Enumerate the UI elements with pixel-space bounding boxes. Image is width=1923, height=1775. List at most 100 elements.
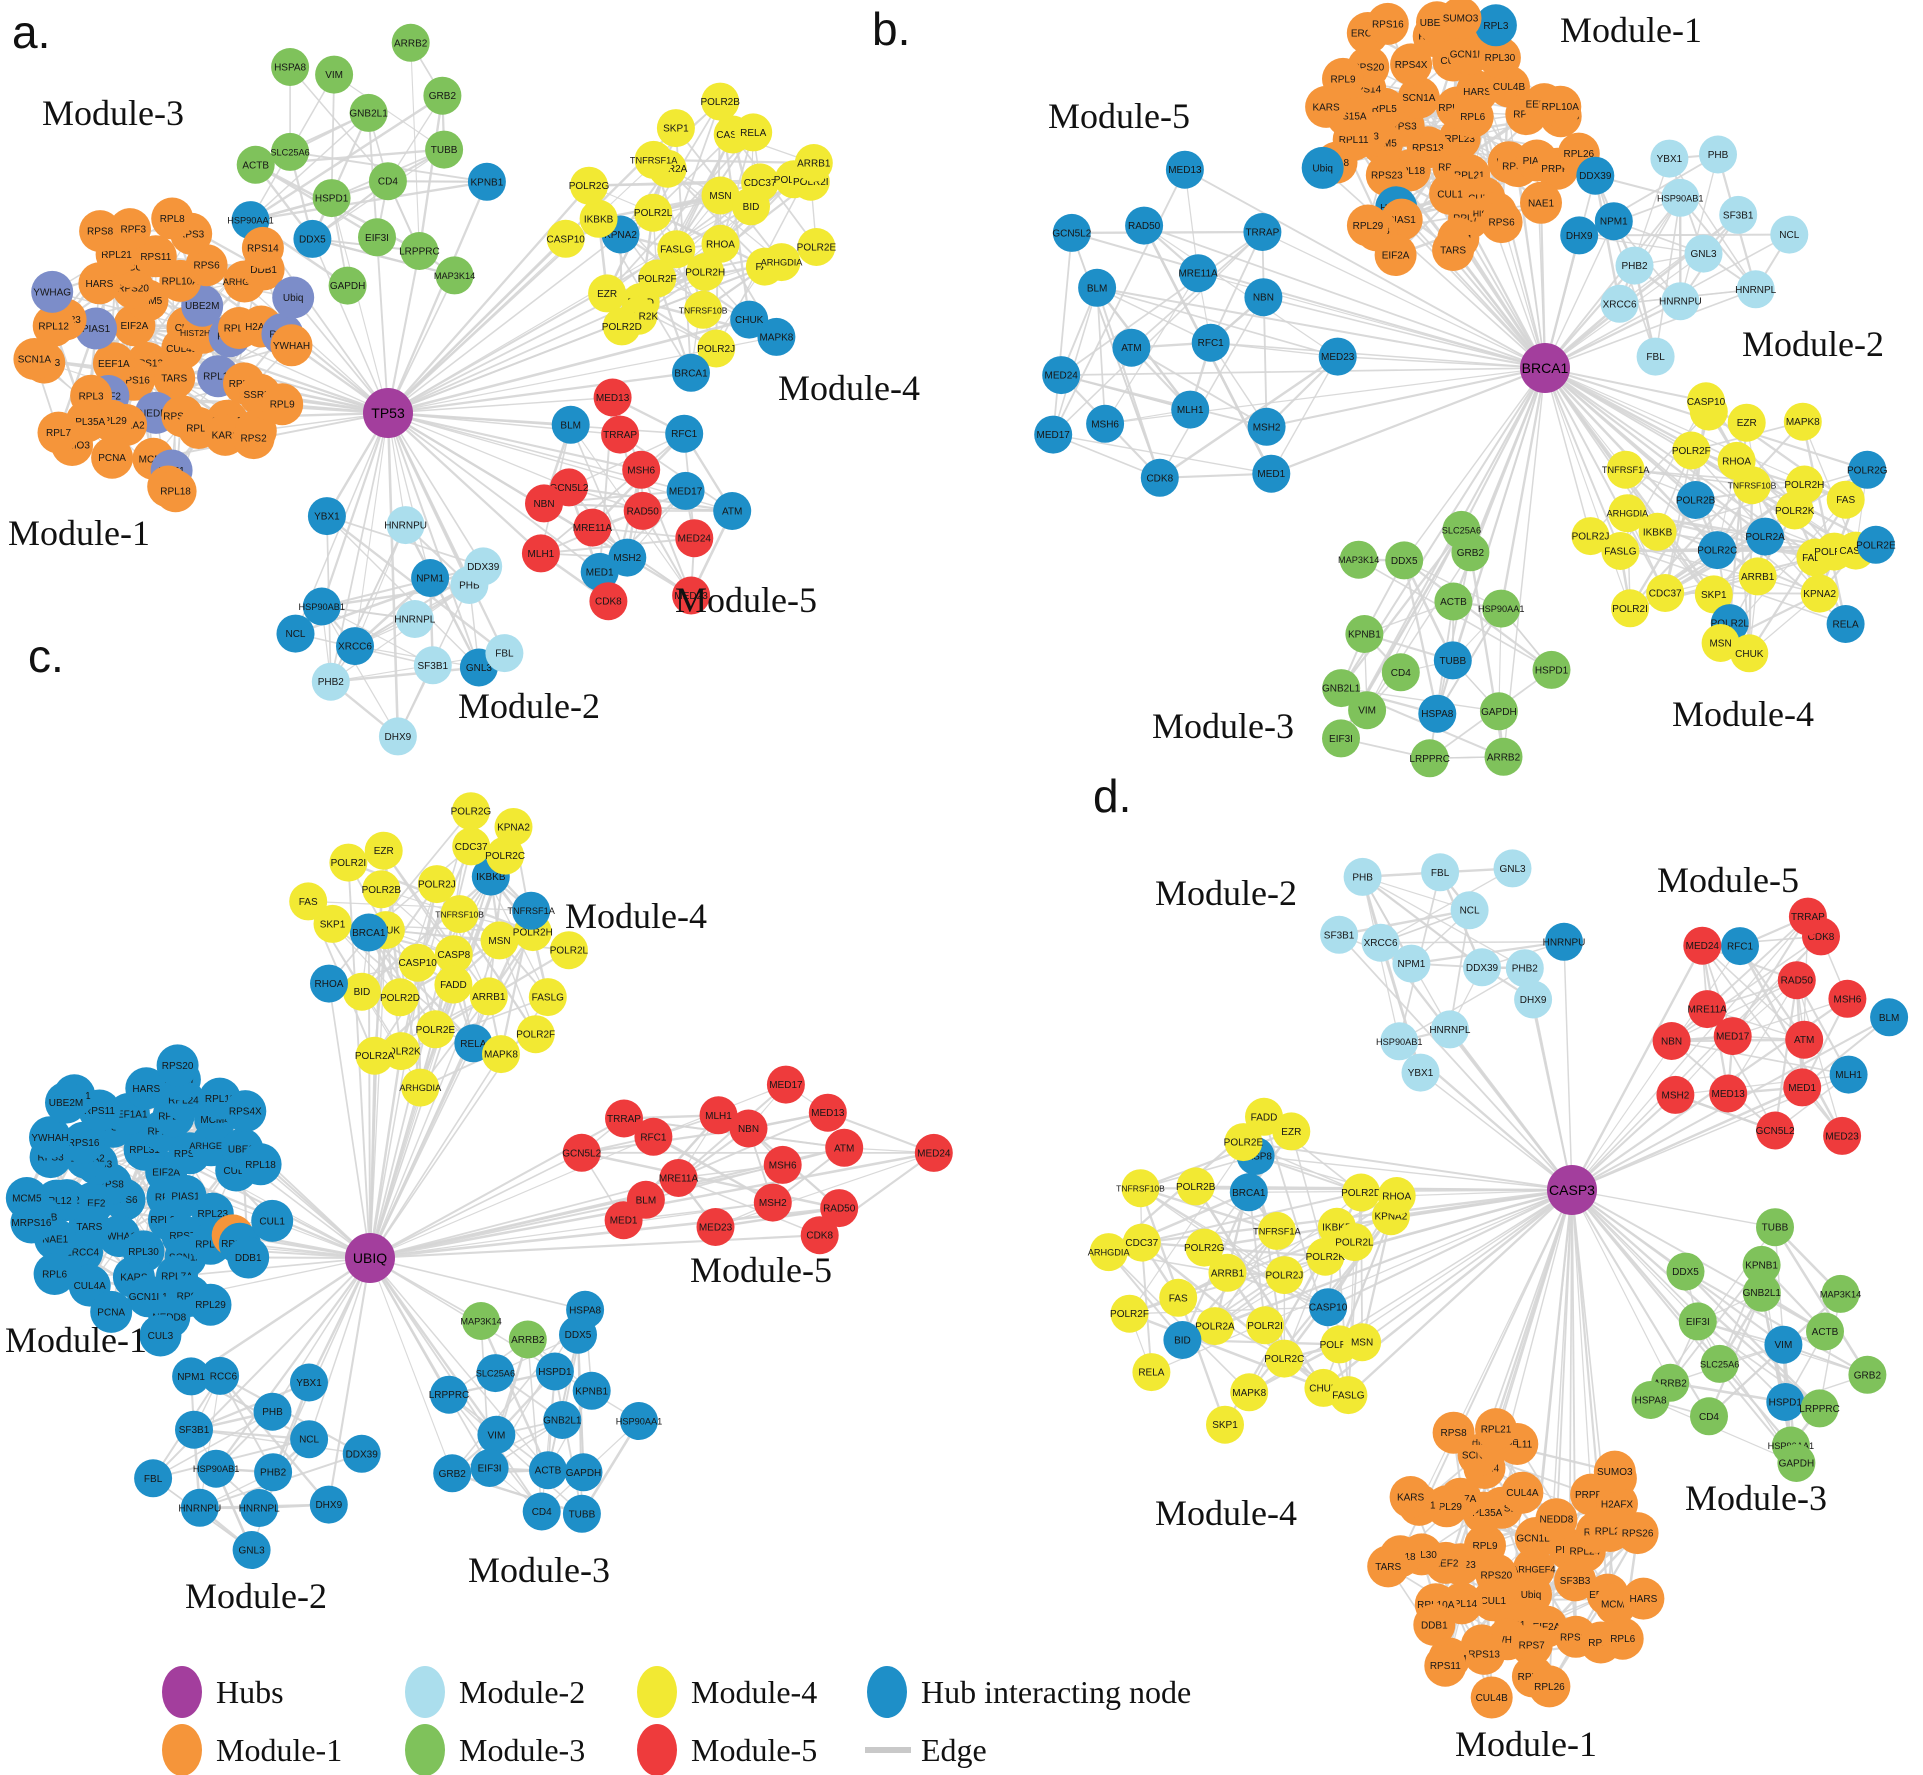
node-label-gnl3: GNL3 xyxy=(1690,249,1717,260)
node-label-rps13: RPS13 xyxy=(1468,1649,1500,1660)
node-arrb2: ARRB2 xyxy=(508,1320,547,1359)
node-label-casp10: CASP10 xyxy=(1687,397,1726,408)
node-label-pias1: PIAS1 xyxy=(171,1191,200,1202)
node-ncl: NCL xyxy=(290,1420,329,1459)
node-hspa8: HSPA8 xyxy=(566,1290,605,1329)
node-msn: MSN xyxy=(1343,1323,1382,1362)
node-tars: TARS xyxy=(153,357,196,400)
node-circle-ezr xyxy=(588,274,627,313)
node-tnfrsf10b: TNFRSF10B xyxy=(679,290,728,329)
node-label-tnfrsf1a: TNFRSF1A xyxy=(507,906,555,916)
node-med13: MED13 xyxy=(593,378,632,417)
node-label-polr2k: POLR2K xyxy=(381,1047,421,1058)
node-tnfrsf1a: TNFRSF1A xyxy=(1602,450,1650,489)
node-ezr: EZR xyxy=(1727,403,1766,442)
node-label-vim: VIM xyxy=(325,70,343,81)
node-circle-hsp90aa1 xyxy=(620,1402,658,1440)
edge xyxy=(1571,1086,1803,1192)
node-label-slc25a6: SLC25A6 xyxy=(270,147,309,157)
label-panel-b-m5: Module-5 xyxy=(1048,96,1190,136)
node-circle-hsp90ab1 xyxy=(1661,178,1700,217)
node-circle-polr2c xyxy=(1698,531,1737,570)
node-label-cdc37: CDC37 xyxy=(1649,589,1682,600)
node-label-hnrnpu: HNRNPU xyxy=(1543,937,1586,948)
node-circle-rps16 xyxy=(62,1121,105,1164)
edge xyxy=(1544,288,1756,369)
node-rps11: RPS11 xyxy=(134,235,177,278)
node-label-ercc4: ERCC4 xyxy=(1351,29,1385,40)
node-circle-eif2a xyxy=(1374,234,1417,276)
node-label-skp1: SKP1 xyxy=(1212,1420,1238,1431)
node-fbl: FBL xyxy=(485,634,524,673)
node-label-rps20: RPS20 xyxy=(162,1061,194,1072)
node-label-rpl11: RPL11 xyxy=(1502,1440,1532,1451)
node-circle-mapk8 xyxy=(757,317,796,356)
node-circle-tubb xyxy=(1433,641,1472,680)
node-rps4x: RPS4X xyxy=(1390,43,1433,86)
node-cdk8: CDK8 xyxy=(1140,458,1179,497)
edge xyxy=(387,233,621,414)
edge xyxy=(1159,296,1265,479)
node-label-polr2h: POLR2H xyxy=(513,928,553,939)
node-npm1: NPM1 xyxy=(1392,944,1431,983)
node-tnfrsf1a: TNFRSF1A xyxy=(1253,1211,1302,1250)
node-circle-fas xyxy=(1826,480,1865,519)
node-phb2: PHB2 xyxy=(1615,246,1654,285)
edge xyxy=(678,1177,820,1236)
legend-swatch-m5 xyxy=(637,1724,677,1775)
node-label-rps23: RPS23 xyxy=(174,1149,206,1160)
node-label-msh2: MSH2 xyxy=(1662,1090,1690,1101)
node-label-atm: ATM xyxy=(1794,1035,1814,1046)
node-msh2: MSH2 xyxy=(1247,407,1286,446)
edge xyxy=(386,412,400,737)
edge xyxy=(1774,980,1798,1131)
node-ncl: NCL xyxy=(1770,215,1809,254)
panel-c-nodes: CASP8CASP10TNFRSF10BFADDCHUKMSNPOLR2DPOL… xyxy=(5,792,953,1569)
node-rpl21: RPL21 xyxy=(1475,1408,1517,1451)
node-circle-polr2c xyxy=(486,836,525,875)
node-nbn: NBN xyxy=(1652,1022,1691,1060)
edge xyxy=(331,197,389,414)
node-circle-xrcc6 xyxy=(1361,923,1400,962)
node-chuk: CHUK xyxy=(730,300,769,339)
edge xyxy=(1071,231,1546,369)
node-brca1: BRCA1 xyxy=(1229,1173,1268,1212)
node-label-ddx39: DDX39 xyxy=(467,562,500,573)
node-label-rpl35a: RPL35A xyxy=(1465,1508,1503,1519)
node-eif3i: EIF3I xyxy=(470,1449,509,1487)
node-gnb2l1: GNB2L1 xyxy=(543,1401,582,1439)
node-label-rfc1: RFC1 xyxy=(671,429,698,440)
node-label-lrpprc: LRPPRC xyxy=(429,1390,470,1401)
edge xyxy=(1339,1189,1573,1345)
node-label-casp10: CASP10 xyxy=(547,234,586,245)
node-rps6: RPS6 xyxy=(1480,201,1523,244)
legend-item-module-1: Module-1 xyxy=(162,1724,342,1775)
node-ddx39: DDX39 xyxy=(1576,156,1615,195)
node-circle-msh6 xyxy=(1828,979,1867,1018)
edge xyxy=(387,412,431,579)
node-label-prpf3: PRPF3 xyxy=(1575,1490,1608,1501)
node-circle-polr2h xyxy=(1785,465,1824,504)
node-circle-mre11a xyxy=(659,1159,698,1197)
edge xyxy=(666,168,766,268)
node-label-gcn1l1: GCN1L1 xyxy=(129,1292,168,1303)
node-label-rpl26: RPL26 xyxy=(1534,1682,1565,1693)
node-circle-pcna xyxy=(91,436,134,479)
node-label-map3k14: MAP3K14 xyxy=(460,1317,501,1327)
node-circle-rps8 xyxy=(1432,1411,1475,1454)
node-label-hars: HARS xyxy=(86,279,114,290)
hub-label-brca1: BRCA1 xyxy=(1522,360,1569,376)
node-circle-polr2d xyxy=(602,307,641,346)
node-faslg: FASLG xyxy=(1601,532,1640,570)
node-eef1a: EEF1A xyxy=(92,342,135,385)
node-label-scn1a: SCN1A xyxy=(18,355,52,366)
node-polr2a: POLR2A xyxy=(355,1036,395,1075)
node-tars: TARS xyxy=(1367,1545,1410,1588)
node-circle-xrcc6 xyxy=(201,1356,240,1395)
node-grb2: GRB2 xyxy=(1848,1355,1887,1394)
node-circle-casp10 xyxy=(1309,1288,1348,1327)
node-tubb: TUBB xyxy=(425,130,464,169)
node-circle-mlh1 xyxy=(1829,1055,1868,1094)
node-circle-polr2g xyxy=(1848,450,1887,489)
node-msh6: MSH6 xyxy=(1828,979,1867,1018)
